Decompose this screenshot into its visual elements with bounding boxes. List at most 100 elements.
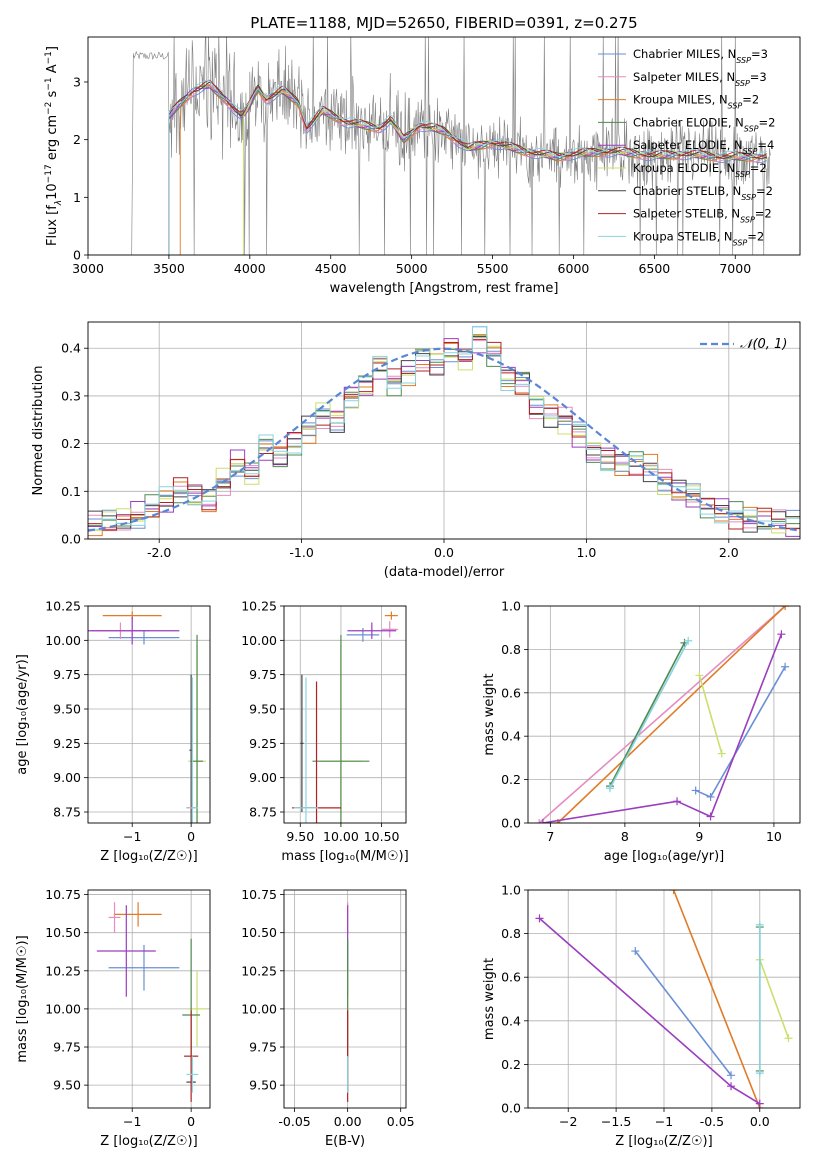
x-tick-label: 2.0 bbox=[719, 545, 739, 560]
massweight-marker bbox=[717, 749, 726, 758]
legend-label-count: =2 bbox=[747, 229, 764, 243]
y-tick-label: 8.75 bbox=[249, 805, 277, 820]
x-tick-label: 9 bbox=[695, 829, 703, 844]
x-tick-label: −1.5 bbox=[601, 1114, 631, 1129]
y-tick-label: 0.6 bbox=[501, 970, 521, 985]
legend-label-subscript: SSP bbox=[743, 147, 758, 156]
y-tick-label: 10.25 bbox=[45, 599, 81, 614]
y-tick-label: 10.25 bbox=[241, 963, 277, 978]
y-axis-label: age [log₁₀(age/yr)] bbox=[15, 654, 30, 775]
legend-label-count: =2 bbox=[742, 93, 759, 107]
massweight-line bbox=[542, 633, 783, 823]
errorbar-point bbox=[381, 621, 398, 638]
axes-frame bbox=[87, 889, 211, 1109]
x-tick-label: 0.05 bbox=[387, 1114, 415, 1129]
x-tick-label: 6500 bbox=[638, 261, 670, 276]
plot-area bbox=[96, 902, 206, 1102]
legend-label-count: =2 bbox=[755, 207, 772, 221]
legend-label-count: =2 bbox=[750, 161, 767, 175]
legend-label-name: Salpeter ELODIE, N bbox=[633, 138, 743, 152]
y-tick-label: 2 bbox=[73, 132, 81, 147]
y-axis-label-part: −17 bbox=[44, 164, 54, 183]
x-tick-label: 0.0 bbox=[750, 1114, 770, 1129]
plot-area bbox=[535, 606, 790, 823]
massweight-marker bbox=[535, 819, 544, 823]
y-axis-label: mass weight bbox=[482, 958, 497, 1040]
errorbar-point bbox=[186, 677, 199, 823]
x-axis-label: (data-model)/error bbox=[384, 565, 505, 580]
x-tick-label: 7 bbox=[546, 829, 554, 844]
legend-label-name: Chabrier ELODIE, N bbox=[633, 115, 744, 129]
legend-label-count: =2 bbox=[759, 115, 776, 129]
massweight-marker bbox=[727, 1071, 736, 1080]
massweight-marker bbox=[781, 662, 790, 671]
legend-label-name: Chabrier STELIB, N bbox=[633, 184, 741, 198]
plot-area bbox=[88, 611, 206, 823]
legend-label-subscript: SSP bbox=[744, 124, 759, 133]
errorbar-point bbox=[108, 902, 121, 933]
massweight-line bbox=[538, 606, 786, 823]
plot-area bbox=[88, 326, 800, 537]
x-tick-label: −2 bbox=[559, 1114, 577, 1129]
x-tick-label: 4500 bbox=[315, 261, 347, 276]
y-axis-label-part: erg cm bbox=[45, 115, 60, 164]
x-tick-label: 1.0 bbox=[576, 545, 596, 560]
errorbar-point bbox=[191, 634, 203, 823]
legend-label: Kroupa ELODIE, NSSP=2 bbox=[633, 161, 767, 179]
y-tick-label: 10.00 bbox=[45, 633, 81, 648]
massweight-marker bbox=[691, 786, 700, 795]
y-tick-label: 9.00 bbox=[249, 770, 277, 785]
y-tick-label: 1.0 bbox=[501, 599, 521, 614]
axes-frame bbox=[527, 889, 801, 1109]
y-tick-label: 10.75 bbox=[241, 887, 277, 902]
y-tick-label: 0.2 bbox=[501, 772, 521, 787]
errorbar-point bbox=[96, 905, 156, 997]
legend-label: 𝒩(0, 1) bbox=[740, 337, 787, 352]
x-tick-label: 0.0 bbox=[434, 545, 454, 560]
x-axis-label: wavelength [Angstrom, rest frame] bbox=[330, 281, 559, 296]
x-axis-label: E(B-V) bbox=[325, 1134, 365, 1149]
y-tick-label: 0.4 bbox=[501, 1013, 521, 1028]
x-tick-label: -1.0 bbox=[289, 545, 313, 560]
errorbar-point bbox=[384, 611, 398, 620]
y-axis-label: mass [log₁₀(M/M☉)] bbox=[15, 935, 30, 1062]
massweight-marker bbox=[755, 920, 764, 929]
x-tick-label: 7000 bbox=[719, 261, 751, 276]
axes-frame bbox=[527, 605, 801, 824]
legend-label: Salpeter MILES, NSSP=3 bbox=[633, 70, 767, 88]
y-axis-label-part: s bbox=[45, 90, 60, 101]
y-tick-label: 0 bbox=[73, 248, 81, 263]
y-tick-label: 10.25 bbox=[241, 599, 277, 614]
plot-area bbox=[292, 611, 398, 823]
massweight-vs-metallicity-panel: −2 −1.5 −1 -0.5 0.0 0.0 0.2 0.4 0.6 0.8 1.0 Z [log₁… bbox=[482, 883, 801, 1149]
legend-label: Kroupa MILES, NSSP=2 bbox=[633, 93, 759, 111]
x-axis-label: Z [log₁₀(Z/Z☉)] bbox=[615, 1134, 712, 1149]
legend-label-name: Salpeter STELIB, N bbox=[633, 207, 740, 221]
massweight-vs-age-panel: 7 8 9 10 0.0 0.2 0.4 0.6 0.8 1.0 age [log₁₀(age/yr… bbox=[482, 599, 801, 864]
massweight-marker bbox=[755, 1069, 764, 1078]
massweight-marker bbox=[706, 812, 715, 821]
y-tick-label: 9.50 bbox=[249, 1078, 277, 1093]
x-axis-label: Z [log₁₀(Z/Z☉)] bbox=[100, 849, 197, 864]
model-fit-line bbox=[242, 85, 768, 255]
massweight-marker bbox=[538, 819, 547, 823]
y-tick-label: 3 bbox=[73, 74, 81, 89]
y-tick-label: 0.2 bbox=[501, 1057, 521, 1072]
y-tick-label: 0.4 bbox=[501, 729, 521, 744]
errorbar-point bbox=[312, 634, 370, 823]
massweight-line bbox=[538, 917, 761, 1105]
errorbar-point bbox=[108, 630, 180, 645]
y-tick-label: 0.4 bbox=[61, 341, 81, 356]
legend-label: Chabrier STELIB, NSSP=2 bbox=[633, 184, 773, 202]
x-tick-label: -2.0 bbox=[147, 545, 171, 560]
mass-vs-extinction-panel: -0.05 0.00 0.05 9.50 9.75 10.00 10.25 10.50 10.7… bbox=[241, 887, 414, 1149]
massweight-line bbox=[609, 640, 689, 789]
massweight-line bbox=[759, 959, 790, 1039]
spectrum-panel: 3000 3500 4000 4500 5000 5500 6000 6500 7000 0 1 2 3… bbox=[44, 36, 801, 296]
y-axis-label-part: −1 bbox=[44, 51, 54, 64]
y-axis-label: Normed distribution bbox=[31, 366, 46, 496]
errorbar-point bbox=[114, 902, 162, 927]
massweight-marker bbox=[727, 1082, 736, 1091]
figure-title: PLATE=1188, MJD=52650, FIBERID=0391, z=0… bbox=[250, 14, 637, 32]
